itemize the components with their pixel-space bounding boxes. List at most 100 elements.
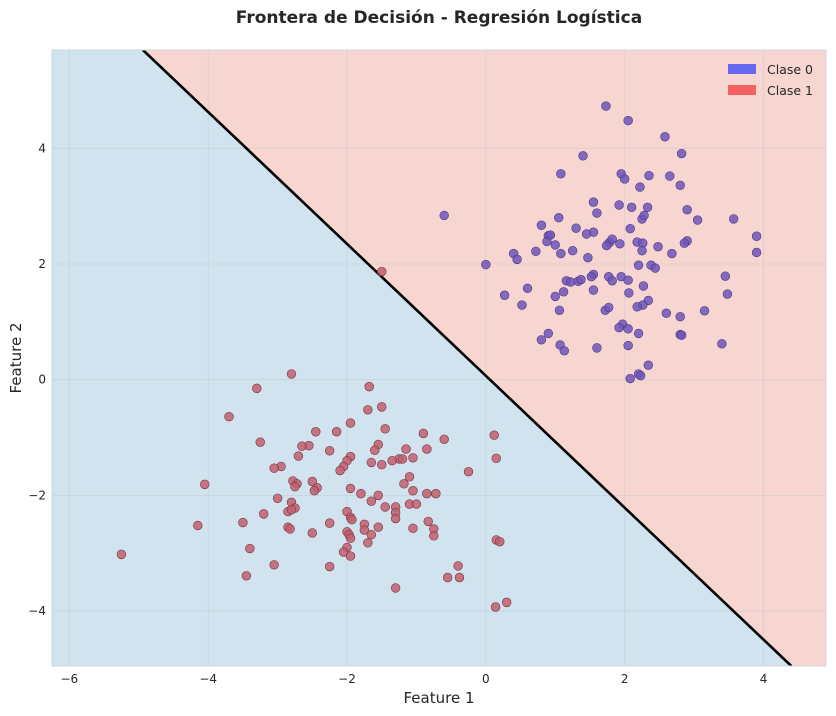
point-clase-1 bbox=[423, 516, 433, 527]
point-clase-1 bbox=[454, 572, 465, 583]
decision-boundary-line bbox=[142, 50, 793, 666]
point-clase-1 bbox=[422, 488, 432, 499]
point-clase-0 bbox=[554, 305, 565, 315]
point-clase-1 bbox=[116, 549, 127, 560]
point-clase-0 bbox=[623, 324, 633, 334]
point-clase-0 bbox=[578, 151, 588, 161]
point-clase-1 bbox=[285, 524, 295, 534]
point-clase-1 bbox=[286, 369, 297, 379]
point-clase-1 bbox=[345, 418, 356, 428]
point-clase-1 bbox=[366, 457, 377, 468]
x-tick-label: 0 bbox=[482, 672, 490, 686]
legend-swatch-clase-1 bbox=[728, 85, 756, 95]
point-clase-0 bbox=[481, 259, 491, 270]
point-clase-0 bbox=[565, 277, 576, 287]
point-clase-1 bbox=[380, 502, 390, 512]
point-clase-1 bbox=[491, 453, 501, 464]
point-clase-1 bbox=[252, 383, 262, 394]
point-clase-0 bbox=[536, 335, 547, 345]
point-clase-1 bbox=[495, 536, 505, 547]
point-clase-1 bbox=[269, 463, 279, 473]
point-clase-1 bbox=[370, 445, 380, 455]
x-tick-label: −4 bbox=[199, 672, 217, 686]
point-clase-1 bbox=[290, 481, 300, 492]
x-tick-label: 2 bbox=[621, 672, 629, 686]
point-clase-1 bbox=[366, 530, 377, 540]
point-clase-0 bbox=[722, 289, 733, 299]
point-clase-0 bbox=[632, 302, 642, 312]
point-clase-0 bbox=[623, 340, 633, 351]
point-clase-0 bbox=[717, 339, 727, 349]
point-clase-0 bbox=[667, 248, 677, 259]
point-clase-1 bbox=[401, 444, 411, 454]
point-clase-0 bbox=[625, 224, 635, 234]
point-clase-1 bbox=[422, 444, 432, 454]
point-clase-0 bbox=[601, 101, 611, 111]
point-clase-1 bbox=[324, 446, 335, 456]
point-clase-0 bbox=[559, 346, 569, 356]
point-clase-0 bbox=[665, 171, 675, 181]
point-clase-1 bbox=[193, 520, 203, 531]
point-clase-0 bbox=[626, 202, 637, 213]
point-clase-1 bbox=[408, 453, 418, 463]
point-clase-0 bbox=[635, 370, 646, 381]
point-clase-0 bbox=[675, 311, 685, 322]
point-clase-0 bbox=[751, 231, 762, 241]
point-clase-0 bbox=[556, 169, 566, 179]
point-clase-0 bbox=[720, 271, 731, 281]
point-clase-1 bbox=[490, 602, 501, 612]
point-clase-1 bbox=[501, 597, 512, 608]
point-clase-0 bbox=[601, 240, 612, 251]
point-clase-0 bbox=[650, 263, 660, 273]
point-clase-0 bbox=[692, 215, 703, 225]
point-clase-1 bbox=[347, 514, 357, 525]
point-clase-1 bbox=[404, 472, 415, 482]
point-clase-0 bbox=[623, 275, 633, 285]
y-tick-label: 2 bbox=[38, 257, 46, 271]
point-clase-0 bbox=[639, 210, 649, 221]
point-clase-1 bbox=[345, 551, 356, 561]
point-clase-1 bbox=[408, 486, 418, 496]
point-clase-1 bbox=[309, 486, 320, 496]
plot-frame bbox=[51, 49, 827, 667]
point-clase-1 bbox=[338, 547, 349, 557]
point-clase-0 bbox=[604, 302, 614, 313]
point-clase-1 bbox=[324, 518, 335, 528]
legend-item-clase-0: Clase 0 bbox=[728, 62, 813, 77]
point-clase-0 bbox=[682, 204, 692, 215]
point-clase-0 bbox=[543, 328, 554, 339]
point-clase-1 bbox=[489, 430, 499, 440]
point-clase-1 bbox=[364, 381, 374, 392]
point-clase-0 bbox=[614, 322, 624, 333]
point-clase-1 bbox=[390, 583, 401, 593]
point-clase-1 bbox=[335, 465, 345, 476]
point-clase-0 bbox=[536, 220, 547, 230]
point-clase-1 bbox=[429, 531, 439, 541]
point-clase-1 bbox=[442, 572, 453, 583]
point-clase-0 bbox=[619, 174, 630, 184]
point-clase-0 bbox=[592, 208, 602, 218]
point-clase-1 bbox=[380, 424, 390, 434]
legend: Clase 0 Clase 1 bbox=[728, 62, 813, 98]
point-clase-1 bbox=[345, 533, 356, 543]
point-clase-0 bbox=[554, 213, 564, 223]
x-tick-label: 4 bbox=[760, 672, 768, 686]
point-clase-1 bbox=[399, 479, 409, 489]
point-clase-1 bbox=[245, 543, 255, 554]
point-clase-0 bbox=[633, 260, 644, 270]
point-clase-0 bbox=[607, 234, 617, 244]
point-clase-0 bbox=[653, 241, 663, 252]
point-clase-1 bbox=[411, 499, 422, 509]
axis-ticks: −6 −4 −2 0 2 4 −4 −2 0 2 4 bbox=[28, 141, 767, 686]
point-clase-0 bbox=[635, 182, 645, 192]
point-clase-1 bbox=[387, 455, 397, 466]
point-clase-1 bbox=[431, 488, 441, 499]
point-clase-1 bbox=[331, 427, 342, 437]
point-clase-1 bbox=[311, 427, 321, 437]
point-clase-1 bbox=[286, 505, 297, 515]
point-clase-0 bbox=[624, 288, 634, 298]
point-clase-0 bbox=[642, 202, 653, 213]
point-clase-0 bbox=[615, 239, 625, 249]
y-axis-label: Feature 2 bbox=[7, 323, 25, 394]
